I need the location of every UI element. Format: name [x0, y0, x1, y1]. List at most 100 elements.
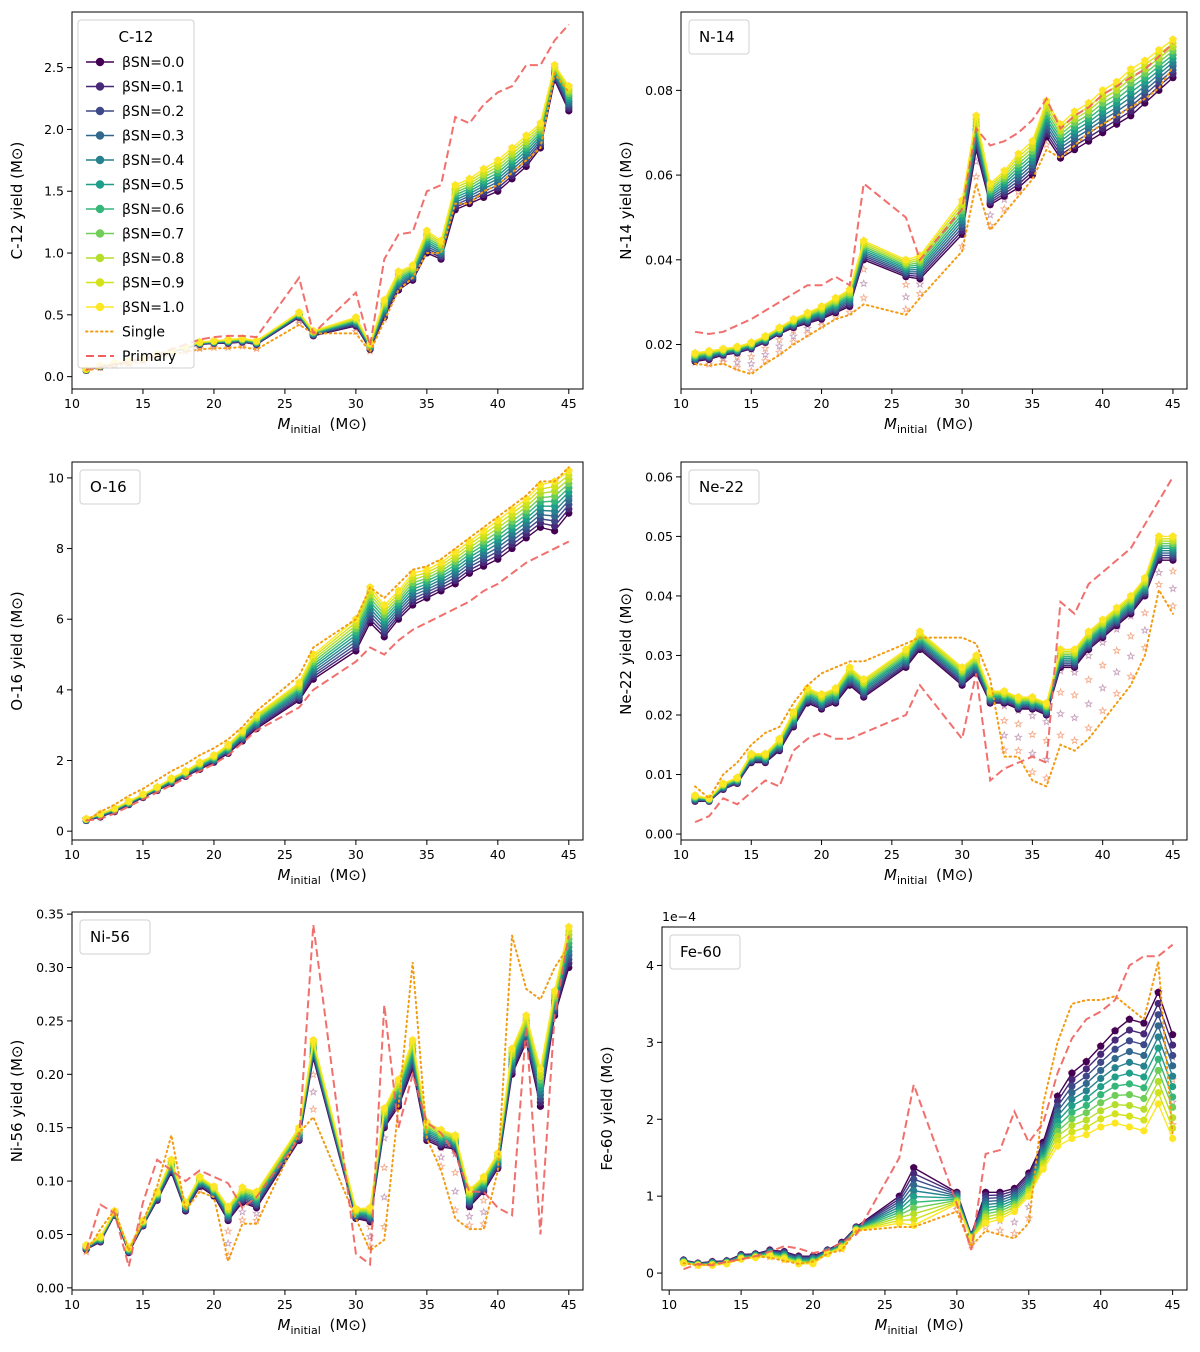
data-point	[551, 482, 559, 490]
star-marker	[732, 362, 742, 372]
data-point	[1140, 1019, 1148, 1027]
data-point	[1169, 1062, 1177, 1070]
data-point	[1125, 1091, 1134, 1099]
y-tick-label: 8	[56, 541, 64, 556]
x-tick-label: 40	[1093, 1297, 1109, 1312]
x-tick-label: 45	[561, 847, 577, 862]
data-point	[1169, 1093, 1177, 1101]
data-point	[1082, 1094, 1090, 1102]
data-point	[1154, 999, 1162, 1008]
star-marker	[1084, 723, 1094, 732]
data-point	[1070, 107, 1079, 116]
x-tick-label: 10	[673, 847, 689, 862]
series-single	[85, 466, 570, 822]
panel-c-12: 10 15 20 25 30 35 40 45 0.0 0.5 1.0 1.5 2.0 2.5 M initi…	[8, 11, 584, 436]
data-point	[1113, 604, 1121, 612]
data-point	[910, 1216, 918, 1224]
data-point	[1082, 1065, 1090, 1073]
legend-marker	[95, 82, 105, 91]
y-tick-label: 0.02	[645, 707, 673, 722]
star-marker	[450, 1186, 460, 1196]
star-marker	[479, 1207, 489, 1216]
data-point	[409, 1036, 417, 1044]
data-point	[910, 1192, 918, 1201]
data-point	[1127, 592, 1135, 600]
y-tick-label: 2	[56, 753, 64, 768]
x-axis-label-unit: (M⊙)	[330, 1316, 367, 1334]
data-point	[394, 267, 403, 276]
data-point	[1169, 35, 1177, 44]
x-tick-label: 40	[1095, 847, 1111, 862]
series-beta-1.0	[691, 35, 1177, 357]
legend-label-single: Single	[122, 325, 165, 341]
legend-label: βSN=0.3	[122, 129, 184, 145]
star-marker	[971, 172, 981, 181]
data-point	[494, 156, 502, 164]
data-point	[1082, 1123, 1090, 1131]
data-point	[1127, 65, 1135, 73]
star-marker	[999, 204, 1009, 213]
star-marker	[1098, 706, 1108, 715]
series-primary	[694, 43, 1174, 335]
x-axis-label-unit: (M⊙)	[936, 866, 973, 884]
data-point	[224, 741, 232, 749]
star-marker	[436, 1152, 446, 1162]
star-marker	[999, 715, 1009, 725]
data-point	[551, 517, 559, 525]
data-point	[1111, 1064, 1119, 1072]
axes-frame	[71, 11, 584, 390]
star-marker	[1098, 683, 1108, 692]
axes-frame	[71, 461, 584, 841]
data-point	[1154, 1022, 1162, 1030]
y-tick-label: 0.0	[44, 369, 64, 384]
legend-label-primary: Primary	[122, 349, 176, 365]
star-marker	[1056, 709, 1065, 718]
data-point	[551, 487, 559, 495]
data-point	[451, 1131, 459, 1139]
data-point	[1056, 645, 1065, 654]
data-point	[494, 516, 502, 524]
y-tick-label: 4	[646, 958, 654, 973]
star-marker	[1084, 675, 1094, 684]
data-point	[1111, 1045, 1119, 1053]
data-point	[1111, 1027, 1119, 1035]
star-marker	[1168, 583, 1178, 593]
x-tick-label: 45	[1165, 396, 1181, 411]
legend-title: C-12	[119, 28, 154, 46]
data-point	[565, 82, 573, 90]
y-axis-label: Fe-60 yield (M⊙)	[598, 1046, 616, 1170]
data-point	[902, 256, 910, 264]
series-single	[682, 961, 1174, 1267]
star-marker	[1168, 601, 1178, 610]
data-point	[1125, 1015, 1134, 1023]
data-point	[252, 337, 261, 345]
data-point	[1125, 1112, 1134, 1120]
data-point	[551, 987, 559, 995]
data-point	[1140, 1051, 1148, 1060]
data-point	[551, 497, 559, 505]
data-point	[1154, 1077, 1162, 1086]
y-axis-label: Ni-56 yield (M⊙)	[8, 1040, 26, 1163]
y-tick-label: 0.08	[645, 83, 673, 98]
data-point	[761, 750, 769, 758]
data-point	[789, 315, 798, 323]
x-tick-label: 25	[884, 396, 900, 411]
data-point	[1082, 1109, 1090, 1117]
star-marker	[1154, 567, 1164, 577]
star-marker	[1013, 732, 1023, 742]
y-tick-label: 0.20	[36, 1067, 64, 1082]
data-point	[1068, 1069, 1076, 1077]
data-point	[1053, 1117, 1062, 1125]
x-tick-label: 40	[490, 1297, 506, 1312]
data-point	[705, 347, 713, 355]
data-point	[1155, 46, 1163, 54]
data-point	[508, 144, 516, 152]
data-point	[437, 237, 445, 245]
x-tick-label: 30	[348, 396, 364, 411]
data-point	[1125, 1026, 1134, 1034]
y-tick-label: 0.25	[36, 1013, 64, 1028]
x-tick-label: 40	[490, 847, 506, 862]
data-point	[691, 791, 699, 799]
data-point	[817, 690, 826, 698]
